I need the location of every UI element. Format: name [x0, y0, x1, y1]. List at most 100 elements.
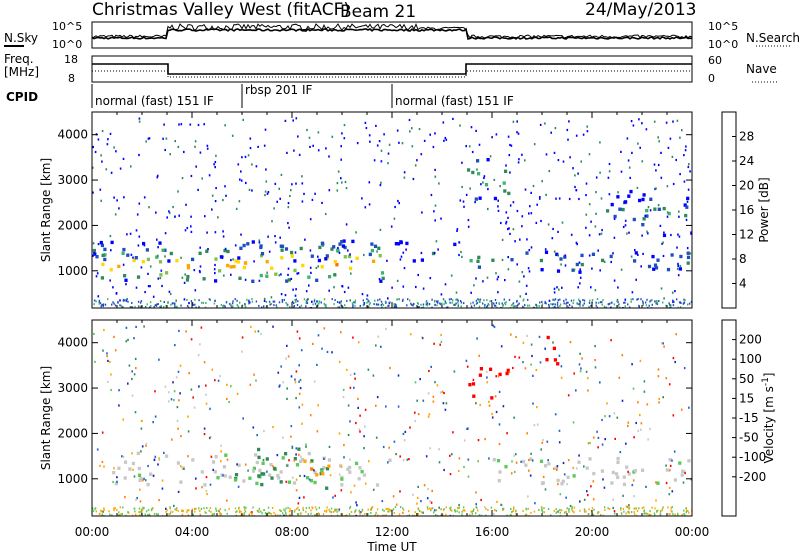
velocity-cell	[541, 509, 543, 512]
velocity-cell	[452, 431, 454, 434]
power-cell	[551, 303, 554, 306]
power-cell	[275, 304, 277, 307]
velocity-cell	[671, 506, 673, 509]
velocity-cell	[657, 375, 660, 378]
velocity-cell	[357, 397, 359, 400]
velocity-cell	[604, 508, 606, 511]
velocity-cell	[135, 367, 137, 370]
velocity-cell	[349, 420, 351, 423]
power-cell	[599, 171, 601, 174]
power-cell	[395, 305, 398, 308]
velocity-cell	[633, 436, 635, 439]
velocity-cell	[422, 511, 424, 514]
power-cell	[146, 257, 150, 262]
power-cell	[344, 304, 346, 307]
power-cell	[381, 276, 385, 281]
velocity-cell	[467, 458, 470, 461]
power-cell	[575, 189, 577, 192]
power-cell	[197, 123, 200, 127]
velocity-cell	[408, 510, 410, 513]
power-cell	[641, 122, 643, 125]
velocity-cell	[113, 335, 115, 338]
nave-label: Nave	[746, 62, 777, 76]
power-cell	[519, 295, 522, 298]
power-cell	[674, 290, 676, 293]
power-cell	[461, 161, 463, 164]
power-cell	[231, 302, 234, 305]
power-cell	[145, 248, 149, 252]
velocity-cell	[102, 510, 104, 513]
power-cell	[558, 288, 560, 291]
velocity-cell	[508, 371, 511, 374]
power-cell	[308, 136, 311, 139]
velocity-cell	[254, 330, 256, 333]
power-cell	[588, 301, 591, 304]
cpid-segment-label: normal (fast) 151 IF	[395, 94, 514, 108]
velocity-cell	[362, 514, 364, 516]
velocity-cell	[185, 330, 187, 333]
time-tick-label: 20:00	[575, 525, 610, 539]
power-cell	[93, 303, 95, 306]
velocity-cell	[546, 335, 550, 340]
velocity-cell	[510, 472, 513, 475]
velocity-cell	[194, 510, 196, 513]
power-cell	[295, 300, 297, 303]
power-cell	[214, 279, 218, 283]
velocity-cell	[625, 505, 628, 508]
velocity-cell	[133, 475, 136, 478]
power-cell	[526, 304, 529, 307]
velocity-cell	[363, 435, 365, 438]
power-cell	[287, 267, 290, 270]
power-cell	[376, 250, 378, 253]
power-cell	[232, 300, 234, 303]
power-cell	[304, 238, 306, 241]
power-cell	[443, 303, 445, 306]
power-cell	[104, 303, 107, 306]
power-cell	[601, 229, 603, 232]
velocity-cell	[138, 507, 141, 510]
power-cell	[456, 298, 458, 301]
power-cell	[669, 306, 671, 308]
velocity-cell	[148, 513, 151, 516]
velocity-cell	[199, 343, 201, 346]
power-cell	[325, 303, 327, 306]
velocity-cell	[303, 459, 307, 463]
velocity-cell	[506, 514, 508, 516]
power-cell	[556, 303, 559, 306]
power-cell	[467, 168, 471, 172]
power-cell	[630, 298, 632, 301]
power-cell	[624, 301, 626, 304]
velocity-cell	[297, 514, 299, 516]
velocity-cell	[350, 511, 353, 513]
power-cell	[351, 302, 354, 305]
power-cell	[265, 180, 268, 183]
power-cell	[92, 166, 94, 169]
power-cell	[450, 298, 452, 301]
power-cell	[568, 197, 571, 201]
velocity-cell	[659, 514, 661, 516]
power-cell	[509, 171, 511, 174]
power-cell	[98, 300, 100, 303]
velocity-cell	[103, 509, 105, 511]
velocity-cell	[587, 494, 589, 497]
power-cell	[505, 220, 508, 223]
velocity-cell	[251, 513, 253, 516]
figure-title: Christmas Valley West (fitACF)	[92, 0, 350, 20]
velocity-cell	[212, 468, 214, 471]
velocity-cell	[192, 513, 194, 516]
velocity-cell	[211, 460, 216, 464]
nsearch-label: N.Search	[746, 31, 800, 45]
power-cell	[384, 300, 387, 303]
velocity-cell	[116, 476, 118, 479]
power-cell	[268, 250, 271, 253]
power-cell	[662, 301, 664, 304]
velocity-cell	[295, 463, 300, 467]
power-cell	[237, 256, 241, 260]
power-cell	[174, 140, 176, 143]
velocity-cell	[103, 507, 105, 510]
power-cell	[479, 298, 482, 301]
power-cell	[629, 306, 631, 308]
velocity-cell	[285, 512, 287, 514]
velocity-cell	[323, 457, 325, 460]
power-cell	[651, 254, 655, 259]
